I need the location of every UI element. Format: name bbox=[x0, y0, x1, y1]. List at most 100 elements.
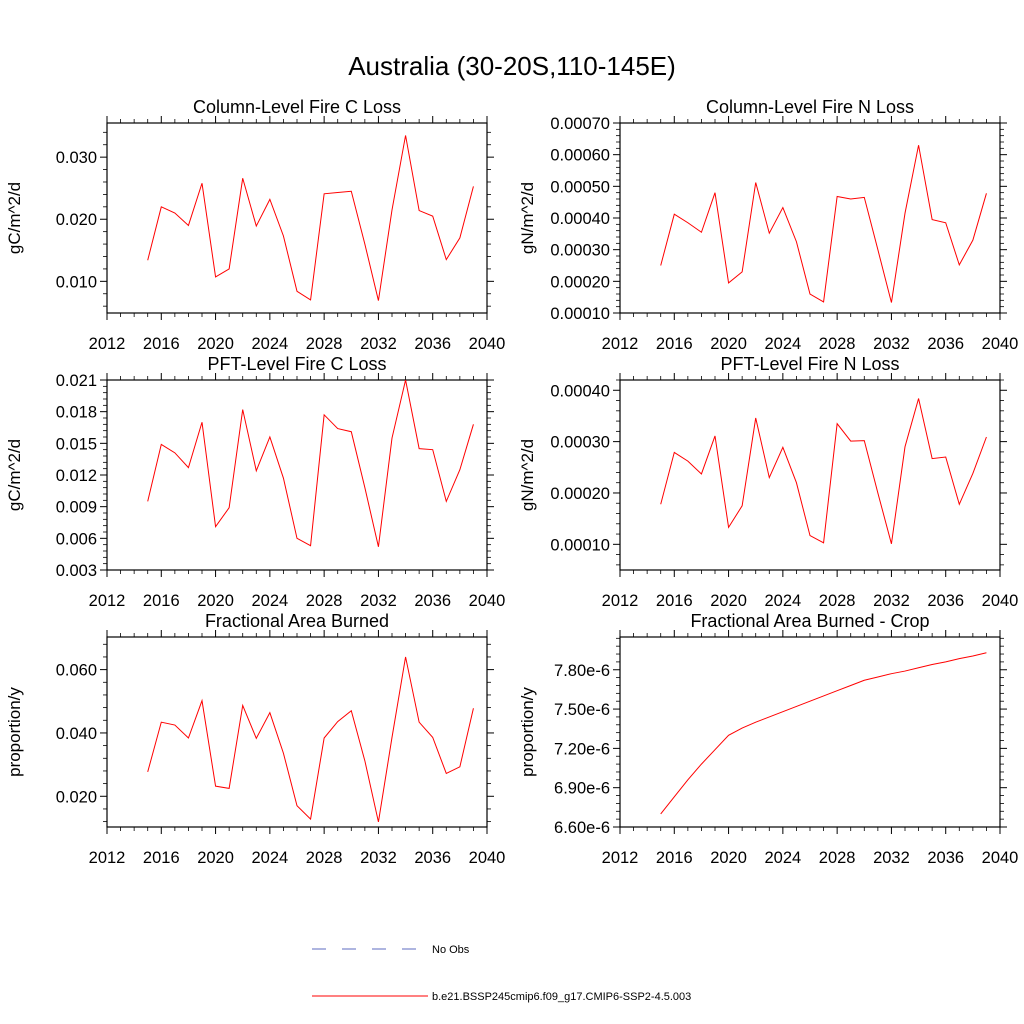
chart-panel: PFT-Level Fire N Loss gN/m^2/d 2012 2016 202… bbox=[518, 354, 1018, 610]
chart-panel: Fractional Area Burned proportion/y 2012 20… bbox=[5, 611, 505, 867]
panel-title: Column-Level Fire C Loss bbox=[193, 97, 401, 117]
x-tick-label: 2020 bbox=[197, 592, 234, 610]
x-tick-label: 2020 bbox=[197, 849, 234, 867]
x-tick-label: 2016 bbox=[143, 592, 180, 610]
x-tick-label: 2040 bbox=[469, 592, 506, 610]
y-axis-label: proportion/y bbox=[5, 687, 24, 777]
series-line bbox=[660, 398, 987, 544]
y-tick-label: 7.80e-6 bbox=[554, 662, 610, 680]
x-tick-label: 2036 bbox=[414, 335, 451, 353]
legend: No Obs b.e21.BSSP245cmip6.f09_g17.CMIP6-… bbox=[312, 944, 691, 1003]
x-tick-label: 2032 bbox=[873, 335, 910, 353]
y-tick-label: 6.90e-6 bbox=[554, 780, 610, 798]
x-tick-label: 2016 bbox=[656, 849, 693, 867]
y-tick-label: 0.040 bbox=[56, 725, 97, 743]
panel-title: PFT-Level Fire N Loss bbox=[720, 354, 899, 374]
y-axis-label: gN/m^2/d bbox=[518, 182, 537, 254]
x-tick-label: 2012 bbox=[602, 849, 639, 867]
plot-frame bbox=[619, 122, 1001, 314]
series-line bbox=[147, 135, 474, 301]
y-tick-label: 0.018 bbox=[56, 404, 97, 422]
y-tick-label: 0.012 bbox=[56, 467, 97, 485]
x-tick-label: 2040 bbox=[982, 849, 1019, 867]
y-tick-label: 0.010 bbox=[56, 273, 97, 291]
y-tick-label: 0.060 bbox=[56, 662, 97, 680]
x-tick-label: 2032 bbox=[873, 592, 910, 610]
x-tick-label: 2020 bbox=[710, 849, 747, 867]
series-line bbox=[147, 379, 474, 547]
x-tick-label: 2028 bbox=[306, 849, 343, 867]
plot-frame bbox=[106, 122, 488, 314]
panel-title: Column-Level Fire N Loss bbox=[706, 97, 914, 117]
x-tick-label: 2032 bbox=[873, 849, 910, 867]
y-tick-label: 0.020 bbox=[56, 211, 97, 229]
y-tick-label: 0.00020 bbox=[550, 273, 610, 291]
x-tick-label: 2036 bbox=[414, 849, 451, 867]
x-tick-label: 2012 bbox=[89, 592, 126, 610]
series-line bbox=[147, 656, 474, 823]
plot-frame bbox=[106, 379, 488, 571]
y-axis-label: proportion/y bbox=[518, 687, 537, 777]
x-tick-label: 2016 bbox=[143, 335, 180, 353]
y-tick-label: 0.00050 bbox=[550, 178, 610, 196]
x-tick-label: 2028 bbox=[306, 335, 343, 353]
x-tick-label: 2036 bbox=[927, 849, 964, 867]
x-tick-label: 2028 bbox=[306, 592, 343, 610]
x-tick-label: 2032 bbox=[360, 592, 397, 610]
chart-panel: Fractional Area Burned - Crop proportion/… bbox=[518, 611, 1018, 867]
x-tick-label: 2040 bbox=[469, 335, 506, 353]
series-line bbox=[660, 652, 987, 815]
y-tick-label: 0.003 bbox=[56, 562, 97, 580]
x-tick-label: 2012 bbox=[89, 335, 126, 353]
y-tick-label: 0.00020 bbox=[550, 485, 610, 503]
x-tick-label: 2036 bbox=[927, 592, 964, 610]
x-tick-label: 2012 bbox=[602, 335, 639, 353]
chart-panel: Column-Level Fire N Loss gN/m^2/d 2012 2016… bbox=[518, 97, 1018, 353]
y-tick-label: 0.009 bbox=[56, 499, 97, 517]
x-tick-label: 2024 bbox=[251, 335, 288, 353]
y-tick-label: 0.00040 bbox=[550, 210, 610, 228]
x-tick-label: 2016 bbox=[143, 849, 180, 867]
x-tick-label: 2032 bbox=[360, 849, 397, 867]
y-tick-label: 0.015 bbox=[56, 435, 97, 453]
x-tick-label: 2036 bbox=[927, 335, 964, 353]
y-axis-label: gC/m^2/d bbox=[5, 439, 24, 511]
x-tick-label: 2028 bbox=[819, 335, 856, 353]
x-tick-label: 2012 bbox=[602, 592, 639, 610]
legend-model-label: b.e21.BSSP245cmip6.f09_g17.CMIP6-SSP2-4.… bbox=[432, 991, 691, 1003]
y-tick-label: 0.030 bbox=[56, 149, 97, 167]
figure-title: Australia (30-20S,110-145E) bbox=[348, 51, 676, 81]
y-axis-label: gN/m^2/d bbox=[518, 439, 537, 511]
y-tick-label: 0.020 bbox=[56, 788, 97, 806]
y-tick-label: 0.00030 bbox=[550, 434, 610, 452]
x-tick-label: 2012 bbox=[89, 849, 126, 867]
y-tick-label: 0.00010 bbox=[550, 305, 610, 323]
y-tick-label: 0.00010 bbox=[550, 536, 610, 554]
x-tick-label: 2040 bbox=[469, 849, 506, 867]
y-tick-label: 0.00030 bbox=[550, 242, 610, 260]
x-tick-label: 2024 bbox=[764, 849, 801, 867]
y-axis-label: gC/m^2/d bbox=[5, 182, 24, 254]
x-tick-label: 2036 bbox=[414, 592, 451, 610]
x-tick-label: 2016 bbox=[656, 592, 693, 610]
x-tick-label: 2020 bbox=[710, 335, 747, 353]
x-tick-label: 2020 bbox=[710, 592, 747, 610]
y-tick-label: 0.00070 bbox=[550, 115, 610, 133]
x-tick-label: 2028 bbox=[819, 592, 856, 610]
chart-panel: PFT-Level Fire C Loss gC/m^2/d 2012 2016 202… bbox=[5, 354, 505, 610]
x-tick-label: 2024 bbox=[764, 592, 801, 610]
plot-frame bbox=[106, 636, 488, 828]
plot-frame bbox=[619, 379, 1001, 571]
y-tick-label: 0.006 bbox=[56, 530, 97, 548]
series-line bbox=[660, 145, 987, 303]
x-tick-label: 2040 bbox=[982, 592, 1019, 610]
chart-panel: Column-Level Fire C Loss gC/m^2/d 2012 2016… bbox=[5, 97, 505, 353]
y-tick-label: 6.60e-6 bbox=[554, 819, 610, 837]
plot-frame bbox=[619, 636, 1001, 828]
y-tick-label: 0.00040 bbox=[550, 382, 610, 400]
legend-obs-label: No Obs bbox=[432, 944, 470, 956]
panel-title: Fractional Area Burned bbox=[205, 611, 389, 631]
y-tick-label: 0.021 bbox=[56, 372, 97, 390]
x-tick-label: 2024 bbox=[764, 335, 801, 353]
y-tick-label: 7.50e-6 bbox=[554, 701, 610, 719]
